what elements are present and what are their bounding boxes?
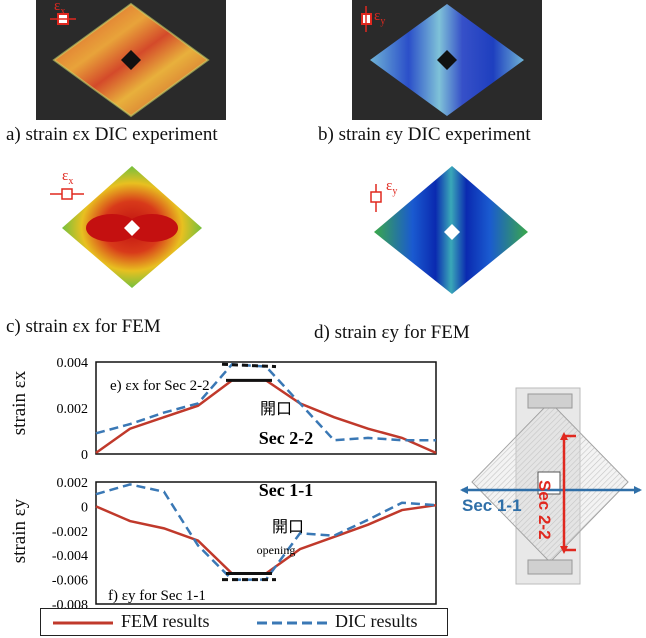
chart-title: Sec 2-2 [259, 428, 313, 448]
legend: FEM results DIC results [40, 608, 448, 636]
panel-c-fem-ex-image: εx [40, 160, 240, 290]
panel-a-dic-ex-image: εx [36, 0, 226, 120]
caption-a: a) strain εx DIC experiment [6, 124, 218, 145]
chart-f: 0.002 0 -0.002 -0.004 -0.006 -0.008 f) εy for … [52, 476, 437, 608]
chart-f-ylabel: strain εy [9, 498, 30, 564]
panel-a-symbol: εx [54, 0, 66, 17]
y-tick-label: 0.002 [57, 476, 89, 491]
y-tick-label: 0 [81, 500, 88, 515]
caption-b: b) strain εy DIC experiment [318, 124, 531, 145]
specimen-diagram: Sec 1-1 Sec 2-2 [458, 380, 644, 592]
panel-b-dic-ey-image: εy [352, 0, 542, 120]
y-tick-label: 0.002 [57, 402, 89, 417]
panel-d-fem-ey-image: εy [356, 160, 556, 300]
chart-e: 0.004 0.002 0 e) εx for Sec 2-2 Sec 2-2 開口 [57, 356, 437, 460]
panel-d-symbol: εy [386, 178, 398, 197]
sec11-label: Sec 1-1 [462, 496, 522, 515]
legend-fem-swatch [53, 621, 113, 625]
y-tick-label: -0.006 [52, 574, 88, 589]
legend-dic-label: DIC results [335, 611, 418, 631]
y-tick-label: 0 [81, 448, 88, 460]
chart-note: 開口 [272, 519, 304, 536]
opening-dic-marker [221, 362, 277, 369]
sec22-label: Sec 2-2 [535, 480, 554, 540]
chart-e-ylabel: strain εx [9, 370, 30, 436]
chart-annotation: f) εy for Sec 1-1 [108, 588, 206, 604]
chart-annotation: e) εx for Sec 2-2 [110, 378, 210, 394]
caption-d: d) strain εy for FEM [314, 322, 470, 343]
panel-c-symbol: εx [62, 168, 74, 187]
chart-note: 開口 [260, 401, 292, 418]
panel-b-symbol: εy [374, 8, 386, 27]
fem-series-line [95, 503, 437, 575]
y-tick-label: -0.002 [52, 525, 88, 540]
y-tick-label: -0.004 [52, 549, 88, 564]
chart-title: Sec 1-1 [259, 480, 313, 500]
chart-note-opening: opening [257, 543, 296, 557]
legend-dic-swatch [257, 621, 327, 625]
y-tick-label: -0.008 [52, 598, 88, 608]
caption-c: c) strain εx for FEM [6, 316, 161, 337]
plot-frame [95, 481, 437, 605]
y-tick-label: 0.004 [57, 356, 89, 371]
legend-fem-label: FEM results [121, 611, 210, 631]
dic-series-line [95, 363, 436, 442]
plot-frame [95, 361, 437, 455]
